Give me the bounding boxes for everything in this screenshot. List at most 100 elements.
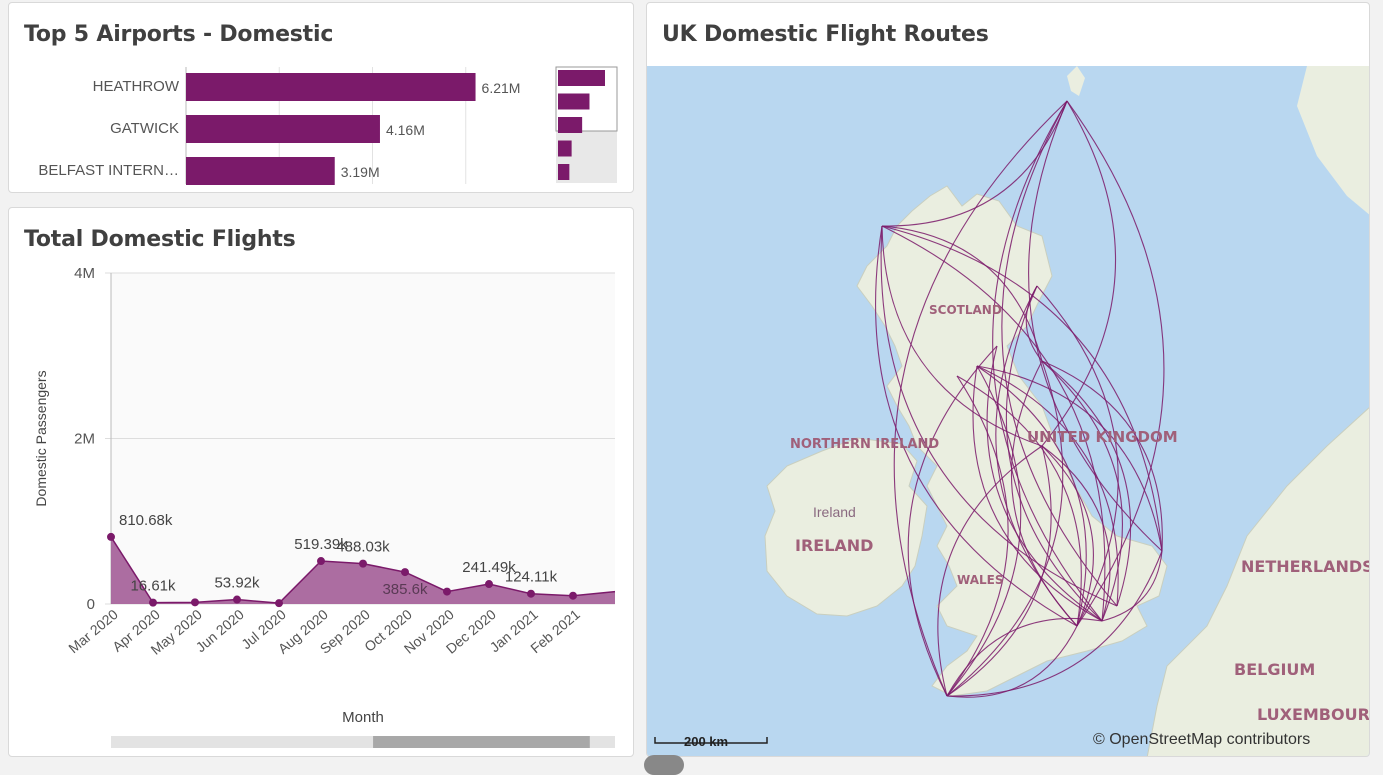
bar-value-label: 6.21M <box>482 80 521 96</box>
airport-bar <box>186 157 335 185</box>
route-arc <box>972 365 1103 622</box>
dashboard-scroll-handle[interactable] <box>644 755 684 775</box>
data-point <box>569 591 577 600</box>
data-label: 488.03k <box>336 539 390 556</box>
label-united-kingdom: UNITED KINGDOM <box>1027 428 1178 446</box>
total-flights-area-chart[interactable]: 0 2M 4M Domestic Passengers 810.68k 16.61k 53.… <box>9 208 634 757</box>
data-point <box>401 568 409 577</box>
data-point <box>107 532 115 541</box>
route-arc <box>880 225 1118 607</box>
route-arc <box>946 625 1078 698</box>
minimap-bar <box>558 164 570 180</box>
data-label: 124.11k <box>505 569 558 586</box>
data-point <box>191 598 199 607</box>
airport-label: BELFAST INTERN… <box>38 162 179 179</box>
continental-europe-land <box>1146 407 1369 756</box>
route-arc <box>976 365 1119 607</box>
data-point <box>275 599 283 608</box>
route-arc <box>1001 100 1118 607</box>
bar-value-label: 4.16M <box>386 122 425 138</box>
data-label: 16.61k <box>130 578 176 595</box>
label-ireland: IRELAND <box>795 536 873 555</box>
route-arc <box>881 225 1043 447</box>
route-arc <box>986 345 1103 622</box>
route-arc <box>875 225 1078 627</box>
flight-routes <box>875 100 1165 698</box>
data-point <box>485 580 493 589</box>
route-arc <box>1036 285 1119 627</box>
airport-bar <box>186 73 476 101</box>
route-arc <box>946 375 1009 697</box>
route-arc <box>946 445 1052 697</box>
label-luxembourg: LUXEMBOURG <box>1257 705 1370 724</box>
label-wales: WALES <box>957 573 1003 587</box>
y-tick-label: 0 <box>87 596 95 613</box>
label-northern-ireland: NORTHERN IRELAND <box>790 437 939 452</box>
map-attribution[interactable]: © OpenStreetMap contributors <box>1093 731 1310 748</box>
top-airports-panel: Top 5 Airports - Domestic HEATHROW 6.21M G… <box>8 2 634 193</box>
minimap-bar <box>558 140 572 157</box>
route-arc <box>881 100 1068 227</box>
route-arc <box>1041 360 1132 607</box>
minimap-bar <box>558 70 605 86</box>
data-point <box>359 559 367 568</box>
norway-land <box>1297 66 1369 215</box>
data-point <box>149 598 157 607</box>
data-point <box>317 557 325 566</box>
x-axis-label: Month <box>342 709 384 726</box>
data-label: 385.6k <box>382 581 428 598</box>
data-label: 519.39k <box>294 536 348 553</box>
panel-title: UK Domestic Flight Routes <box>662 22 989 47</box>
route-arc <box>995 285 1078 627</box>
route-arc <box>976 365 1163 552</box>
route-arc <box>1025 285 1043 362</box>
flight-routes-map-panel: UK Domestic Flight Routes NORTHERN IRELA… <box>646 2 1370 757</box>
route-arc <box>976 365 1087 627</box>
scale-bar: 200 km <box>654 734 768 749</box>
route-arc <box>1066 100 1165 627</box>
airport-label: GATWICK <box>110 120 179 137</box>
route-arc <box>946 550 1163 697</box>
y-axis-label: Domestic Passengers <box>33 370 49 506</box>
bar-value-label: 3.19M <box>341 164 380 180</box>
label-belgium: BELGIUM <box>1234 660 1315 679</box>
top-airports-bar-chart[interactable]: HEATHROW 6.21M GATWICK 4.16M BELFAST INTERN…… <box>9 3 634 193</box>
y-tick-label: 4M <box>74 265 95 282</box>
data-label: 810.68k <box>119 512 173 529</box>
route-arc <box>956 375 1082 627</box>
data-label: 241.49k <box>462 559 516 576</box>
route-arc <box>881 225 1043 362</box>
y-tick-label: 2M <box>74 431 95 448</box>
airport-bar <box>186 115 380 143</box>
airport-label: HEATHROW <box>93 78 180 95</box>
data-point <box>443 587 451 596</box>
label-netherlands: NETHERLANDS <box>1241 557 1370 576</box>
data-point <box>233 595 241 604</box>
label-ireland-local: Ireland <box>813 504 856 520</box>
flight-routes-map[interactable]: NORTHERN IRELAND UNITED KINGDOM Ireland … <box>647 66 1370 757</box>
map-labels: NORTHERN IRELAND UNITED KINGDOM Ireland … <box>790 303 1370 724</box>
route-arc <box>881 225 1106 622</box>
route-arc <box>1101 550 1163 622</box>
minimap-bar <box>558 117 583 133</box>
route-arc <box>946 360 1064 697</box>
x-tick-label: Mar 2020 <box>65 606 121 656</box>
data-point <box>527 589 535 598</box>
route-arc <box>992 100 1103 622</box>
northern-isles <box>1067 66 1085 96</box>
route-arc <box>1041 360 1123 622</box>
scrollbar-thumb <box>373 736 590 748</box>
scale-label: 200 km <box>684 734 728 749</box>
total-flights-panel: Total Domestic Flights 0 2M 4M Domestic Pas… <box>8 207 634 757</box>
panel-title: Top 5 Airports - Domestic <box>24 22 334 47</box>
data-label: 53.92k <box>214 575 260 592</box>
route-arc <box>907 345 998 697</box>
route-arc <box>1041 445 1094 627</box>
route-arc <box>946 617 1103 697</box>
route-arc <box>881 225 1163 552</box>
label-scotland: SCOTLAND <box>929 303 1002 317</box>
panel-title: Total Domestic Flights <box>24 227 296 252</box>
route-arc <box>946 365 1022 697</box>
minimap-bar <box>558 93 590 110</box>
route-arc <box>937 445 1043 697</box>
